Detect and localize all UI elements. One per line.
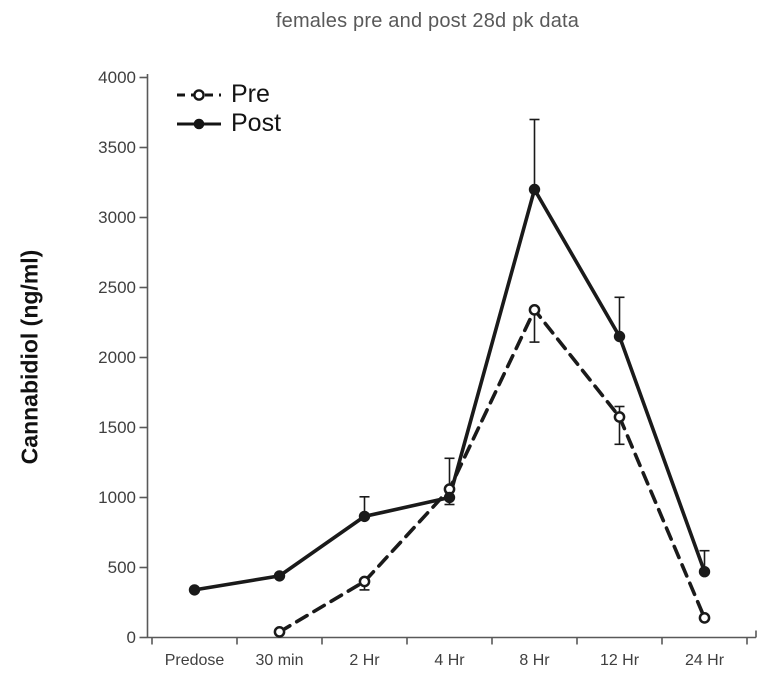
x-tick-label: 24 Hr bbox=[684, 652, 725, 669]
data-point-post bbox=[698, 566, 711, 578]
data-point-pre bbox=[528, 304, 541, 316]
legend-label-pre: Pre bbox=[231, 80, 270, 108]
y-tick-label: 2000 bbox=[98, 347, 136, 367]
series-line-post bbox=[192, 187, 707, 592]
y-tick-label: 2500 bbox=[98, 277, 136, 297]
pre-dashed-open-circle-icon bbox=[177, 88, 221, 101]
legend: Pre Post bbox=[176, 80, 281, 138]
x-tick-label: 8 Hr bbox=[519, 652, 550, 669]
x-tick-label: 4 Hr bbox=[434, 652, 465, 669]
series-line-pre bbox=[277, 308, 707, 634]
y-tick-label: 3000 bbox=[98, 207, 136, 227]
data-point-pre bbox=[273, 626, 286, 638]
legend-item-pre: Pre bbox=[176, 80, 281, 109]
data-point-post bbox=[273, 570, 286, 582]
data-point-pre bbox=[358, 575, 371, 588]
y-tick-label: 1500 bbox=[98, 417, 136, 437]
y-tick-label: 3500 bbox=[98, 137, 136, 157]
y-tick-label: 0 bbox=[126, 627, 136, 647]
data-point-post bbox=[188, 584, 201, 596]
data-point-post bbox=[528, 183, 541, 196]
x-tick-label: Predose bbox=[164, 652, 225, 669]
x-tick-label: 12 Hr bbox=[599, 652, 640, 669]
data-point-pre bbox=[698, 612, 711, 624]
x-tick-label: 30 min bbox=[255, 652, 304, 669]
data-point-post bbox=[613, 330, 626, 343]
data-point-post bbox=[358, 510, 371, 523]
chart-title: females pre and post 28d pk data bbox=[275, 10, 580, 32]
y-tick-label: 500 bbox=[107, 557, 136, 577]
data-point-pre bbox=[613, 411, 626, 423]
y-tick-label: 4000 bbox=[98, 67, 136, 87]
y-tick-label: 1000 bbox=[98, 487, 136, 507]
x-tick-label: 2 Hr bbox=[349, 652, 380, 669]
legend-label-post: Post bbox=[231, 109, 282, 137]
post-solid-filled-circle-icon bbox=[177, 118, 221, 129]
data-point-post bbox=[443, 491, 456, 504]
legend-item-post: Post bbox=[176, 109, 281, 138]
